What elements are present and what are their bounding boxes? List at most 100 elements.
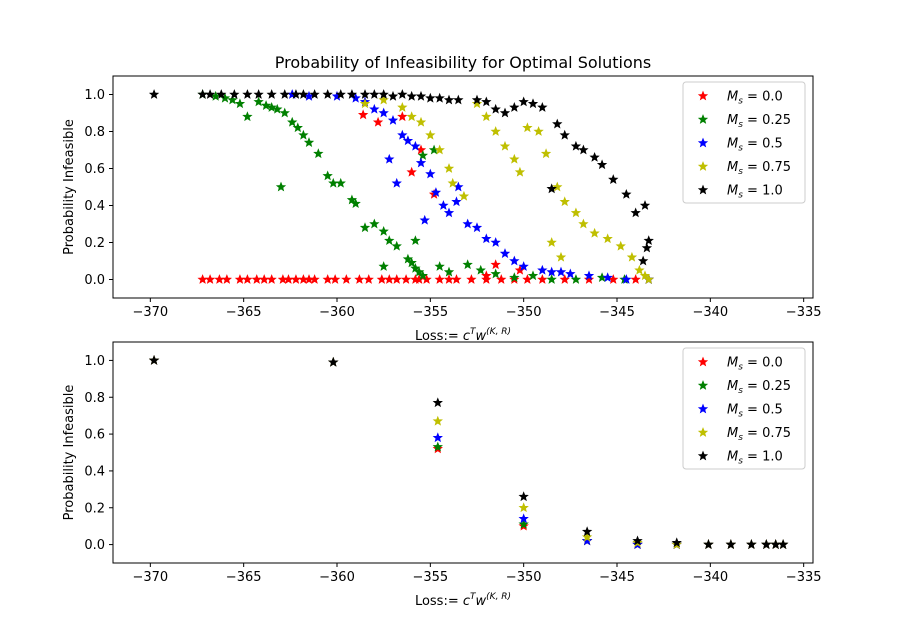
- data-point: [637, 255, 649, 266]
- data-point: [425, 92, 436, 103]
- legend-label: Ms = 0.0: [727, 90, 783, 107]
- data-point: [490, 126, 501, 136]
- data-point: [391, 274, 402, 284]
- legend-box: [682, 347, 806, 470]
- data-point: [387, 114, 399, 125]
- data-point: [425, 129, 436, 140]
- data-point: [287, 116, 298, 127]
- bottom-scatter-plot: −370 −365 −360 −355 −350 −345 −340 −335 0.0 0.2 0.…: [62, 341, 822, 609]
- legend-marker: [697, 403, 709, 414]
- x-tick-label: −350: [506, 305, 542, 320]
- data-point: [322, 89, 333, 99]
- data-point: [462, 259, 473, 270]
- legend-marker: [697, 90, 709, 101]
- data-point: [537, 102, 548, 112]
- legend-label: Ms = 0.75: [727, 426, 791, 443]
- data-point: [499, 107, 511, 118]
- data-point: [615, 240, 626, 251]
- data-point: [266, 102, 277, 112]
- data-point: [397, 111, 408, 122]
- legend-marker: [697, 427, 709, 437]
- data-point: [357, 109, 369, 120]
- data-point: [451, 274, 462, 284]
- data-point: [490, 259, 501, 270]
- x-axis-label: Loss:= cTw(K, R): [415, 592, 511, 609]
- data-point: [434, 261, 445, 271]
- y-tick-label: 0.8: [84, 125, 105, 140]
- data-point: [322, 170, 333, 181]
- data-point: [546, 237, 557, 247]
- data-point: [621, 274, 632, 284]
- data-point: [313, 148, 324, 159]
- data-point: [443, 266, 455, 277]
- legend-label: Ms = 1.0: [727, 450, 783, 467]
- x-tick-label: −340: [692, 570, 728, 585]
- data-point: [400, 274, 412, 284]
- series-m-s-1-0: [148, 89, 654, 266]
- data-point: [253, 89, 264, 99]
- data-point: [499, 248, 511, 258]
- data-point: [621, 188, 632, 199]
- data-point: [298, 89, 309, 99]
- legend-marker: [697, 380, 709, 390]
- data-point: [447, 177, 458, 188]
- data-point: [443, 163, 455, 173]
- data-point: [537, 274, 548, 284]
- data-point: [204, 89, 216, 99]
- legend: Ms = 0.0 Ms = 0.25 Ms = 0.5 Ms = 0.75 Ms = 1…: [682, 347, 806, 470]
- data-point: [527, 98, 539, 109]
- data-point: [391, 240, 402, 251]
- data-point: [384, 153, 395, 164]
- data-point: [546, 274, 557, 284]
- data-point: [378, 94, 389, 105]
- y-axis-label: Probability Infeasible: [62, 385, 77, 521]
- data-point: [221, 274, 233, 284]
- data-point: [518, 502, 529, 513]
- data-point: [746, 539, 757, 549]
- data-point: [369, 103, 380, 114]
- y-tick-label: 0.2: [84, 501, 105, 516]
- data-point: [346, 89, 358, 99]
- data-point: [216, 89, 227, 99]
- data-point: [518, 491, 529, 502]
- y-tick-label: 1.0: [84, 354, 105, 369]
- data-point: [260, 100, 272, 110]
- data-point: [581, 535, 593, 546]
- data-point: [425, 168, 436, 179]
- data-point: [432, 441, 443, 452]
- data-point: [303, 137, 315, 147]
- data-point: [309, 274, 320, 284]
- data-point: [466, 274, 477, 284]
- data-point: [533, 126, 544, 136]
- data-point: [214, 274, 225, 284]
- y-tick-label: 0.4: [84, 464, 105, 479]
- x-tick-label: −345: [599, 305, 635, 320]
- data-point: [514, 166, 526, 177]
- legend-marker: [697, 184, 709, 195]
- data-point: [378, 107, 389, 118]
- data-point: [552, 181, 563, 192]
- legend-label: Ms = 0.5: [727, 403, 783, 420]
- data-point: [777, 539, 789, 549]
- y-tick-label: 1.0: [84, 88, 105, 103]
- data-point: [434, 274, 445, 284]
- legend-label: Ms = 0.75: [727, 160, 791, 177]
- data-point: [275, 181, 287, 192]
- data-point: [417, 270, 429, 281]
- data-point: [259, 274, 270, 284]
- data-point: [496, 274, 507, 284]
- y-tick-label: 0.4: [84, 199, 105, 214]
- y-tick-label: 0.0: [84, 273, 105, 288]
- y-tick-label: 0.6: [84, 428, 105, 443]
- legend-label: Ms = 0.5: [727, 137, 783, 154]
- data-point: [335, 177, 346, 188]
- data-point: [509, 272, 520, 283]
- data-point: [570, 207, 582, 218]
- data-point: [443, 94, 455, 105]
- data-point: [634, 264, 645, 275]
- data-point: [462, 218, 473, 229]
- data-point: [630, 274, 641, 284]
- data-point: [471, 94, 483, 105]
- legend-marker: [697, 161, 709, 171]
- data-point: [546, 183, 557, 194]
